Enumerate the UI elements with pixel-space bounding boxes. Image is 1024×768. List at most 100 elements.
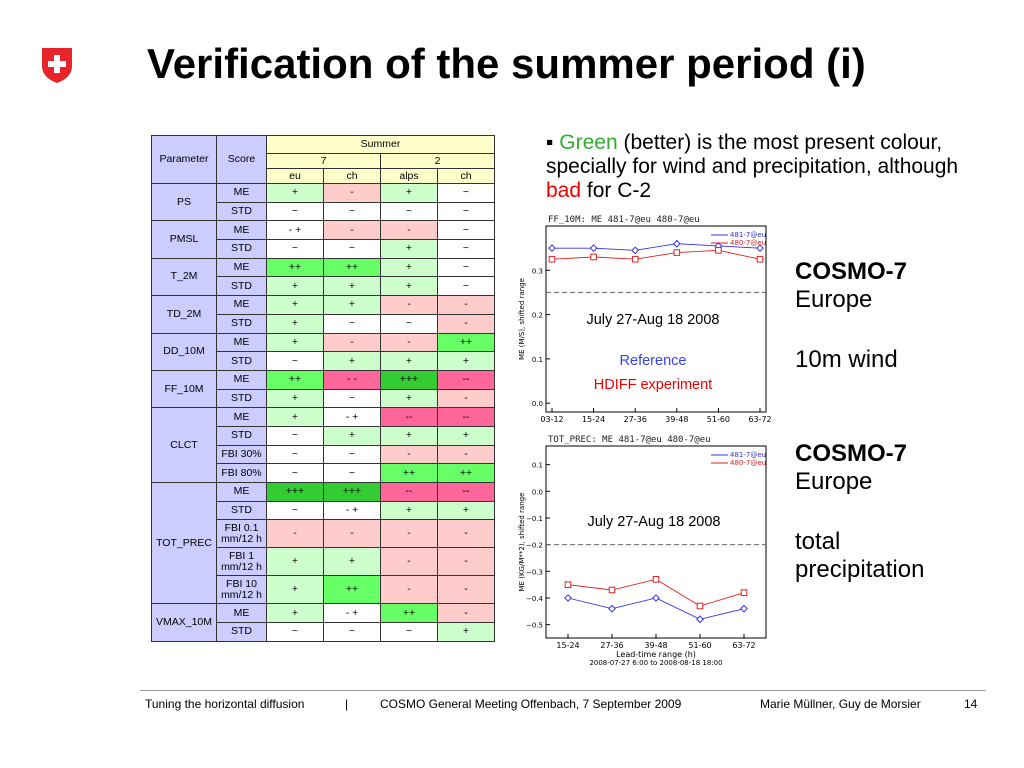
series-line <box>552 243 761 251</box>
x-tick-label: 63-72 <box>748 415 771 424</box>
table-row: T_2M ME ++ ++ + ~ <box>151 257 495 297</box>
result-cell: - <box>380 332 438 353</box>
result-cell: ~ <box>437 183 495 203</box>
result-cell: - + <box>323 407 381 427</box>
result-cell: + <box>323 276 381 297</box>
data-point <box>696 615 704 624</box>
bad-word: bad <box>546 179 582 202</box>
result-cell: ~ <box>323 388 381 409</box>
result-cell: + <box>380 425 438 446</box>
score-cell: STD <box>216 351 267 371</box>
table-row: STD + + + ~ <box>152 276 495 297</box>
parameter-cell: T_2M <box>151 257 217 297</box>
parameter-cell: DD_10M <box>151 332 217 371</box>
table-row: FF_10M ME ++ - - +++ -- <box>151 369 495 409</box>
result-cell: - <box>437 313 495 334</box>
score-cell: FBI 10 mm/12 h <box>216 575 267 605</box>
side-label-wind: COSMO-7 Europe 10m wind <box>795 258 907 374</box>
x-tick-label: 27-36 <box>624 415 647 424</box>
parameter-cell: FF_10M <box>151 369 217 409</box>
header-col-eu: eu <box>266 168 324 184</box>
data-point <box>631 246 640 255</box>
result-cell: - <box>437 295 495 315</box>
result-cell: ~ <box>323 444 381 465</box>
score-cell: ME <box>216 295 267 315</box>
y-tick-label: −0.2 <box>526 542 543 550</box>
series-line <box>567 578 745 607</box>
data-point <box>715 247 722 254</box>
result-cell: -- <box>437 369 495 390</box>
result-cell: ~ <box>437 220 495 241</box>
table-row: FBI 1 mm/12 h + + - - <box>152 547 495 577</box>
result-cell: -- <box>380 407 438 427</box>
data-point <box>548 255 556 263</box>
result-cell: ++ <box>323 257 381 278</box>
result-cell: - <box>380 295 438 315</box>
footer-divider <box>140 690 986 691</box>
y-tick-label: 0.0 <box>532 400 543 408</box>
result-cell: + <box>437 351 495 371</box>
header-parameter: Parameter <box>151 135 217 184</box>
series-line <box>551 249 761 260</box>
x-tick-label: 39-48 <box>644 641 667 650</box>
data-point <box>740 589 748 596</box>
parameter-cell: VMAX_10M <box>151 603 217 642</box>
footer-separator: | <box>345 697 349 711</box>
data-point <box>756 244 764 253</box>
header-col-ch: ch <box>323 168 381 184</box>
annotation-period: July 27-Aug 18 2008 <box>587 514 720 530</box>
x-tick-label: 15-24 <box>582 415 605 424</box>
x-tick-label: 15-24 <box>556 641 579 650</box>
result-cell: ~ <box>323 201 381 222</box>
x-tick-label: 27-36 <box>600 641 623 650</box>
data-point <box>589 244 598 253</box>
data-point <box>652 576 660 583</box>
result-cell: + <box>380 351 438 371</box>
legend-entry: 481-7@eu <box>730 451 766 459</box>
result-cell: - <box>323 183 381 203</box>
result-cell: -- <box>437 407 495 427</box>
result-cell: + <box>380 500 438 521</box>
annotation-box <box>558 506 750 536</box>
page-title: Verification of the summer period (i) <box>147 40 866 87</box>
result-cell: - <box>380 547 438 577</box>
result-cell: - <box>437 547 495 577</box>
side-label-precip: COSMO-7 Europe total precipitation <box>795 440 924 584</box>
result-cell: ~ <box>380 201 438 222</box>
data-point <box>652 594 660 602</box>
result-cell: +++ <box>380 369 438 390</box>
table-row: FBI 80% ~ ~ ++ ++ <box>152 463 495 483</box>
result-cell: ++ <box>323 575 381 605</box>
result-cell: + <box>266 603 324 624</box>
result-cell: - <box>323 519 381 549</box>
result-cell: + <box>266 388 324 409</box>
result-cell: + <box>437 622 495 642</box>
x-tick-label: 03-12 <box>540 415 563 424</box>
score-cell: ME <box>216 257 267 278</box>
result-cell: ++ <box>266 369 324 390</box>
y-tick-label: −0.3 <box>526 568 543 576</box>
result-cell: + <box>323 425 381 446</box>
parameter-cell: PMSL <box>151 220 217 259</box>
result-cell: ++ <box>380 603 438 624</box>
score-cell: ME <box>216 183 267 203</box>
result-cell: ~ <box>266 351 324 371</box>
y-tick-label: 0.1 <box>532 462 543 470</box>
side2-model: COSMO-7 <box>795 440 908 467</box>
score-cell: STD <box>216 313 267 334</box>
side2-region: Europe <box>795 468 873 495</box>
side1-variable: 10m wind <box>795 346 898 373</box>
table-row: PS ME + - + ~ <box>151 182 495 222</box>
result-cell: - <box>437 519 495 549</box>
result-cell: + <box>380 183 438 203</box>
result-cell: ~ <box>437 239 495 259</box>
bullet-marker: ▪ <box>546 131 554 154</box>
totprec-chart: TOT_PREC: ME 481-7@eu 480-7@eu 0.1 0.0 −0.1… <box>518 435 767 667</box>
result-cell: + <box>266 407 324 427</box>
result-cell: ~ <box>266 201 324 222</box>
side1-model: COSMO-7 <box>795 258 908 285</box>
verification-table: Parameter Score Summer 7 2 eu ch alps ch… <box>151 135 495 642</box>
result-cell: ~ <box>266 425 324 446</box>
score-cell: FBI 30% <box>216 444 267 465</box>
result-cell: - <box>323 332 381 353</box>
